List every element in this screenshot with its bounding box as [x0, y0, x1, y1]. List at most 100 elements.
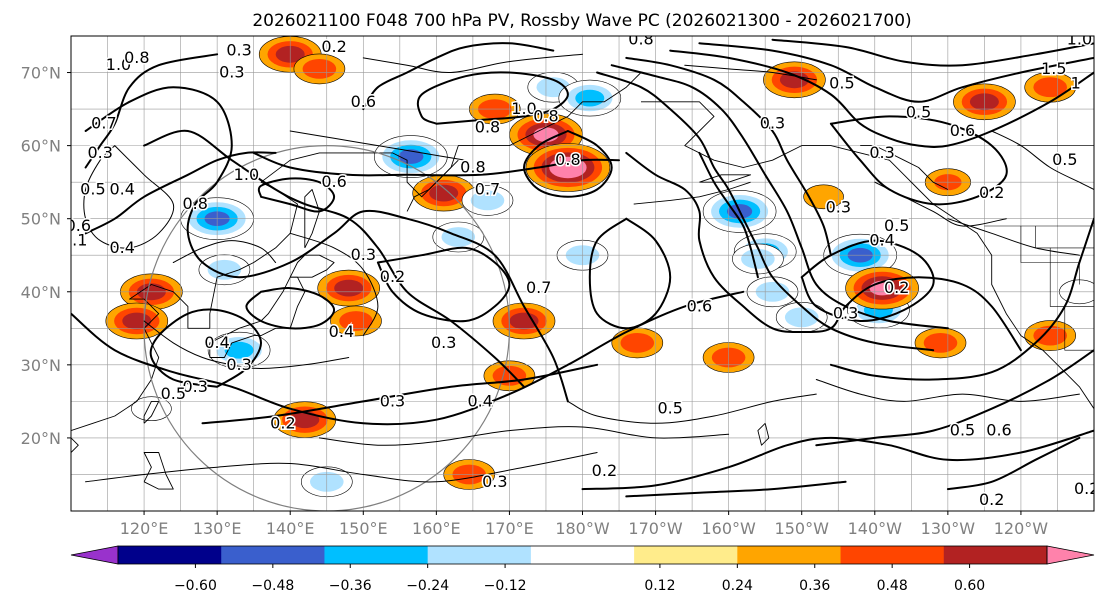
pv-contour-line — [85, 452, 598, 483]
coastline — [757, 422, 770, 446]
pv-anomaly-level — [509, 312, 539, 330]
contour-label: 0.5 — [950, 421, 975, 440]
contour-label: 0.2 — [884, 278, 909, 297]
x-tick-label: 120°W — [994, 519, 1049, 538]
contour-label: 0.8 — [475, 117, 500, 136]
contour-label: 1.5 — [1041, 59, 1066, 78]
pv-contour-line — [610, 64, 949, 330]
pv-anomaly-patch — [803, 184, 844, 210]
coastline — [143, 452, 174, 490]
contour-label: 0.2 — [321, 37, 346, 56]
contour-label: 0.5 — [657, 399, 682, 418]
map-area: 0.8 1.00.20.31.00.80.31.00.51.510.60.80.8… — [66, 30, 1099, 511]
pv-anomaly-patch — [525, 143, 611, 192]
x-tick-label: 120°E — [120, 519, 169, 538]
x-tick-label: 140°E — [266, 519, 315, 538]
pv-anomaly-patch — [461, 185, 514, 216]
pv-anomaly-level — [1033, 77, 1067, 98]
contour-label: 0.7 — [475, 180, 500, 199]
pv-contour-line — [252, 151, 620, 177]
pv-contour-line — [800, 239, 935, 323]
pv-contour-line — [84, 86, 569, 403]
pv-contour-line — [625, 480, 847, 498]
political-border — [1049, 247, 1094, 307]
pv-contour-line — [362, 42, 555, 111]
pv-contour-line — [376, 246, 511, 323]
pv-contour-line — [84, 151, 277, 235]
pv-contour-line — [815, 349, 1094, 447]
colorbar-label: −0.48 — [251, 578, 294, 594]
contour-label: 0.3 — [380, 391, 405, 410]
pv-contour-line — [257, 177, 336, 213]
colorbar-segment — [840, 546, 945, 564]
chart-title: 2026021100 F048 700 hPa PV, Rossby Wave … — [252, 11, 911, 31]
pv-anomaly-patch — [198, 254, 251, 286]
pv-contour-line — [829, 217, 1094, 381]
colorbar-segment — [737, 546, 842, 564]
pv-contour-line — [143, 129, 525, 388]
contour-label: 0.4 — [109, 180, 134, 199]
contour-label: 0.2 — [270, 413, 295, 432]
contour-label: 0.3 — [869, 143, 894, 162]
y-tick-label: 40°N — [21, 283, 61, 302]
contour-label: 0.4 — [467, 391, 492, 410]
pv-contour-line — [771, 38, 1094, 67]
colorbar-segment — [221, 546, 325, 564]
colorbar-segment — [530, 546, 635, 564]
pv-anomaly-patch — [131, 396, 172, 422]
y-tick-label: 20°N — [21, 429, 61, 448]
pv-contour-line — [596, 71, 935, 352]
colorbar-label: −0.36 — [329, 578, 372, 594]
contour-label: 1.0 — [1067, 30, 1092, 49]
coastline — [289, 254, 335, 278]
contour-label: 0.5 — [1052, 150, 1077, 169]
pv-contour-line — [289, 130, 467, 161]
contour-label: 0.5 — [906, 103, 931, 122]
x-tick-label: 130°E — [193, 519, 242, 538]
contour-label: 1 — [1071, 74, 1081, 93]
pv-contour-line — [581, 429, 1094, 491]
pv-anomaly-level — [290, 411, 320, 429]
contour-label: 0.2 — [979, 490, 1004, 509]
pv-contour-line — [669, 49, 1094, 149]
contour-label: 0.8 — [460, 158, 485, 177]
x-tick-label: 160°E — [412, 519, 461, 538]
pv-anomaly-level — [803, 184, 844, 210]
x-tick-label: 150°W — [775, 519, 830, 538]
contour-label: 0.5 — [161, 384, 186, 403]
coastline — [633, 181, 751, 205]
pv-anomaly-patch — [293, 53, 346, 85]
contour-label: 0.7 — [91, 114, 116, 133]
pv-contour-line — [523, 130, 613, 198]
contour-label: 0.3 — [351, 245, 376, 264]
pv-contour-line — [362, 53, 583, 74]
x-tick-label: 170°W — [628, 519, 683, 538]
pv-contour-line — [71, 290, 745, 426]
pv-contour-line — [83, 145, 175, 249]
y-tick-label: 60°N — [21, 137, 61, 156]
coastline — [860, 145, 949, 190]
contour-label: 0.2 — [1074, 479, 1099, 498]
y-tick-label: 70°N — [21, 64, 61, 83]
contour-label: 0.8 — [533, 106, 558, 125]
pv-anomaly-patch — [611, 327, 664, 359]
pv-contours — [71, 38, 1094, 498]
contour-label: 0.3 — [760, 114, 785, 133]
coastline — [699, 174, 752, 183]
pv-anomaly-patch — [845, 266, 919, 310]
contour-label: 0.3 — [226, 41, 251, 60]
pv-anomaly-level — [207, 259, 242, 280]
contour-label: 0.3 — [219, 63, 244, 82]
pv-contour-line — [991, 130, 1094, 190]
contour-label: 0.4 — [869, 231, 894, 250]
contour-label: 0.6 — [66, 216, 91, 235]
pv-anomaly-level — [398, 149, 424, 164]
pv-anomaly-level — [122, 312, 152, 330]
pv-anomaly-level — [620, 333, 655, 353]
x-axis-ticks: 120°E 130°E 140°E 150°E 160°E 170°E 180°W 170°W… — [120, 511, 1049, 538]
pv-contour-line — [625, 151, 1022, 352]
colorbar-extend-high — [1046, 545, 1095, 565]
coastline — [209, 276, 306, 358]
colorbar-segment — [634, 546, 738, 564]
